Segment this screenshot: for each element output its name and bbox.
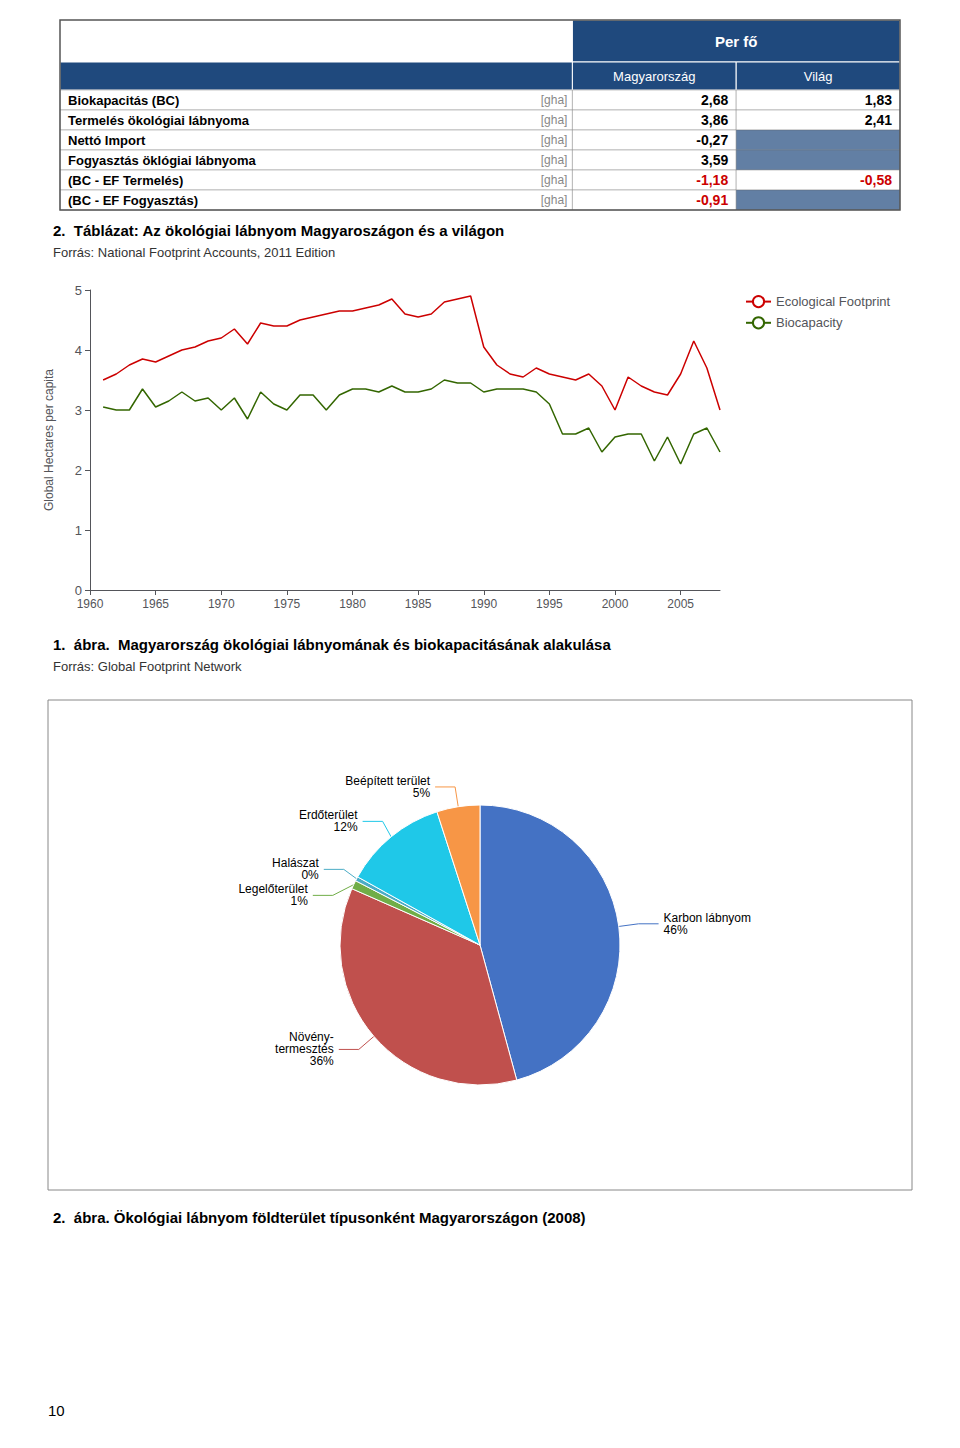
svg-text:2005: 2005 bbox=[667, 597, 694, 611]
svg-text:3,59: 3,59 bbox=[701, 152, 728, 168]
svg-text:Legelőterület: Legelőterület bbox=[238, 882, 308, 897]
svg-text:1%: 1% bbox=[290, 894, 308, 908]
svg-text:Per fő: Per fő bbox=[715, 33, 758, 50]
svg-text:Nettó Import: Nettó Import bbox=[68, 133, 146, 148]
svg-text:1995: 1995 bbox=[536, 597, 563, 611]
svg-text:10: 10 bbox=[48, 1402, 65, 1419]
svg-text:2,41: 2,41 bbox=[865, 112, 892, 128]
svg-text:1975: 1975 bbox=[274, 597, 301, 611]
svg-text:-0,91: -0,91 bbox=[696, 192, 728, 208]
svg-text:1965: 1965 bbox=[142, 597, 169, 611]
svg-text:2,68: 2,68 bbox=[701, 92, 728, 108]
svg-text:-0,58: -0,58 bbox=[860, 172, 892, 188]
svg-text:1. ábra. Magyarország ökológ: 1. ábra. Magyarország ökológiai lábnyomá… bbox=[53, 636, 611, 653]
svg-text:Magyarország: Magyarország bbox=[613, 69, 695, 84]
svg-text:Termelés ökológiai lábnyoma: Termelés ökológiai lábnyoma bbox=[68, 113, 250, 128]
svg-text:46%: 46% bbox=[664, 923, 688, 937]
svg-text:1970: 1970 bbox=[208, 597, 235, 611]
svg-text:-0,27: -0,27 bbox=[696, 132, 728, 148]
svg-text:Világ: Világ bbox=[804, 69, 833, 84]
svg-text:Forrás: National Footprint Acc: Forrás: National Footprint Accounts, 201… bbox=[53, 245, 335, 260]
svg-text:1,83: 1,83 bbox=[865, 92, 892, 108]
svg-text:Karbon lábnyom: Karbon lábnyom bbox=[663, 910, 751, 925]
svg-text:Ecological Footprint: Ecological Footprint bbox=[776, 294, 891, 309]
svg-text:0: 0 bbox=[75, 583, 82, 598]
svg-text:[gha]: [gha] bbox=[541, 193, 568, 207]
svg-text:5%: 5% bbox=[413, 786, 431, 800]
svg-text:Biokapacitás (BC): Biokapacitás (BC) bbox=[68, 93, 179, 108]
svg-text:0%: 0% bbox=[301, 868, 319, 882]
svg-text:4: 4 bbox=[75, 343, 82, 358]
svg-text:2: 2 bbox=[75, 463, 82, 478]
svg-text:termesztés: termesztés bbox=[275, 1042, 334, 1057]
svg-text:1960: 1960 bbox=[77, 597, 104, 611]
svg-text:1990: 1990 bbox=[470, 597, 497, 611]
svg-text:Biocapacity: Biocapacity bbox=[776, 315, 843, 330]
svg-text:[gha]: [gha] bbox=[541, 133, 568, 147]
svg-text:Fogyasztás öklógiai lábnyoma: Fogyasztás öklógiai lábnyoma bbox=[68, 153, 257, 168]
svg-text:5: 5 bbox=[75, 283, 82, 298]
svg-text:2. Táblázat: Az ökológiai láb: 2. Táblázat: Az ökológiai lábnyom Magyar… bbox=[53, 222, 504, 239]
svg-text:Beépített terület: Beépített terület bbox=[345, 774, 431, 788]
svg-text:Halászat: Halászat bbox=[272, 856, 319, 871]
svg-text:1985: 1985 bbox=[405, 597, 432, 611]
svg-text:Növény-: Növény- bbox=[289, 1030, 334, 1045]
svg-text:Forrás: Global Footprint Netwo: Forrás: Global Footprint Network bbox=[53, 659, 242, 674]
svg-text:[gha]: [gha] bbox=[541, 113, 568, 127]
svg-text:Global Hectares per capita: Global Hectares per capita bbox=[42, 369, 56, 511]
svg-text:12%: 12% bbox=[334, 820, 358, 834]
svg-text:-1,18: -1,18 bbox=[696, 172, 728, 188]
svg-text:1: 1 bbox=[75, 523, 82, 538]
svg-text:2000: 2000 bbox=[602, 597, 629, 611]
svg-text:[gha]: [gha] bbox=[541, 153, 568, 167]
svg-text:Erdőterület: Erdőterület bbox=[298, 808, 358, 823]
svg-text:(BC - EF Fogyasztás): (BC - EF Fogyasztás) bbox=[68, 193, 198, 208]
svg-text:3,86: 3,86 bbox=[701, 112, 728, 128]
svg-text:2. ábra. Ökológiai lábnyom fö: 2. ábra. Ökológiai lábnyom földterület t… bbox=[53, 1209, 586, 1226]
svg-text:3: 3 bbox=[75, 403, 82, 418]
svg-text:36%: 36% bbox=[310, 1054, 334, 1068]
svg-text:1980: 1980 bbox=[339, 597, 366, 611]
svg-text:[gha]: [gha] bbox=[541, 173, 568, 187]
svg-text:(BC - EF Termelés): (BC - EF Termelés) bbox=[68, 173, 183, 188]
svg-text:[gha]: [gha] bbox=[541, 93, 568, 107]
